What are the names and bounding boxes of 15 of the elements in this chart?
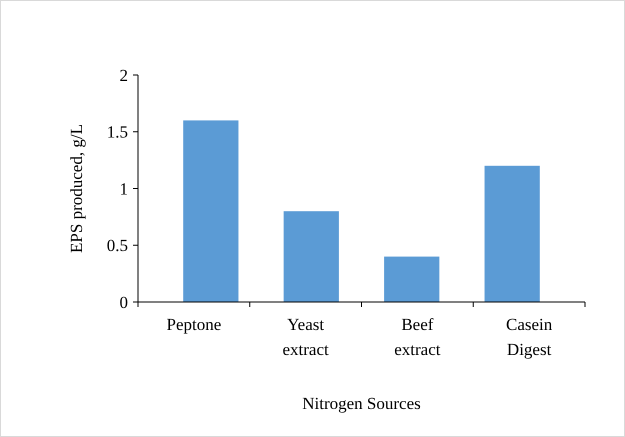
x-tick-label: Beef extract <box>394 315 441 359</box>
bar <box>484 166 540 302</box>
y-tick-label: 1.5 <box>106 122 128 142</box>
bar <box>183 120 238 302</box>
y-tick-label: 1 <box>120 179 128 198</box>
y-tick-label: 0.5 <box>106 236 128 256</box>
x-axis-title: Nitrogen Sources <box>302 394 421 413</box>
bar <box>284 211 339 302</box>
y-tick-label: 0 <box>120 292 128 312</box>
y-axis-title: EPS produced, g/L <box>67 124 86 253</box>
x-tick-label: Yeast extract <box>282 315 330 359</box>
x-tick-label: Peptone <box>166 315 222 334</box>
x-tick-label: Casein Digest <box>506 315 553 359</box>
bar <box>384 256 440 302</box>
y-tick-label: 2 <box>120 66 128 85</box>
